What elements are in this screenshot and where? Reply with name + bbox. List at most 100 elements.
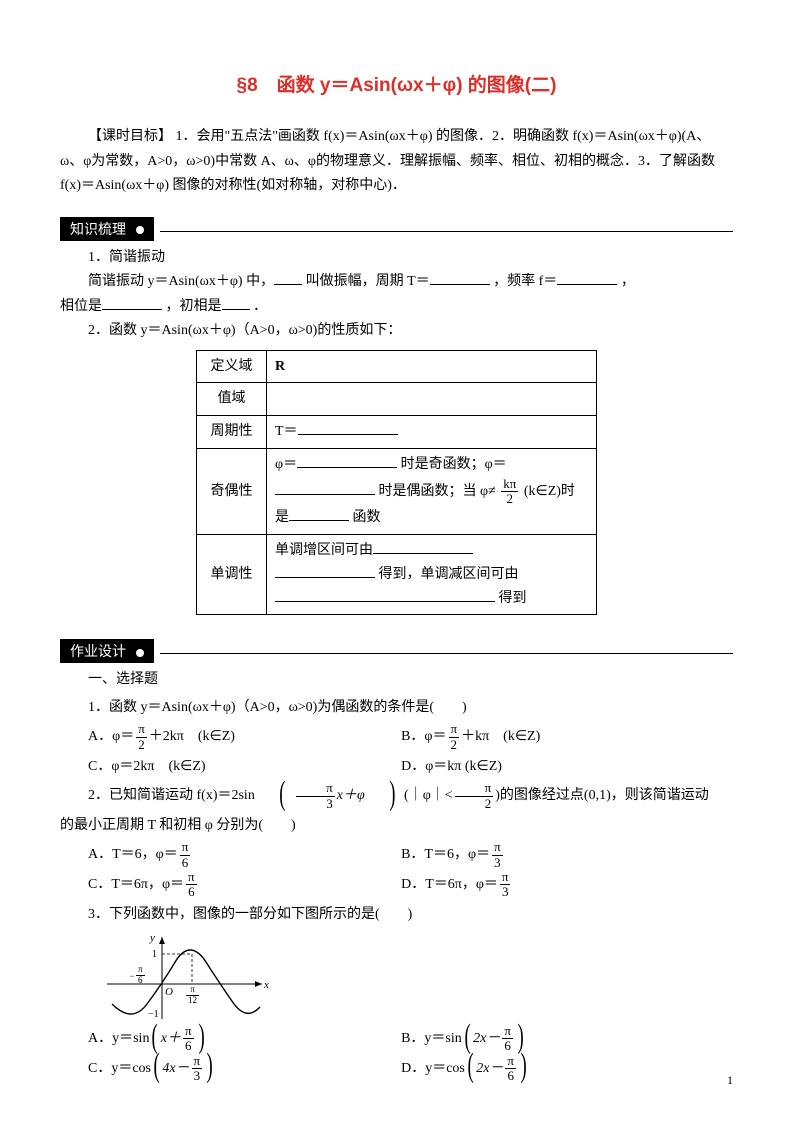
n: π: [502, 1024, 513, 1039]
q2-optB: B．T＝6，φ＝π3: [401, 840, 711, 870]
inner: 2x－: [476, 1061, 503, 1076]
k1-f: ，初相是: [166, 299, 222, 314]
d: 6: [502, 1039, 513, 1053]
t: B．T＝6，φ＝: [401, 847, 490, 862]
frac: π3: [490, 840, 505, 870]
d: 3: [296, 797, 335, 811]
cell-mono-label: 单调性: [197, 535, 267, 615]
k1-a: 简谐振动 y＝Asin(ωx＋φ) 中，: [88, 274, 274, 289]
q3-options: A．y＝sin(x＋π6) B．y＝sin(2x－π6) C．y＝cos(4x－…: [60, 1024, 733, 1083]
inner: x＋: [161, 1031, 181, 1046]
sine-graph: x y O 1 −1 − π6 π12: [102, 929, 272, 1024]
t: B．y＝sin: [401, 1031, 462, 1046]
section-tag-label: 作业设计: [70, 643, 126, 659]
cell-range-label: 值域: [197, 383, 267, 416]
q2-optC: C．T＝6π，φ＝π6: [88, 870, 398, 900]
q1B-pre: B．φ＝: [401, 729, 446, 744]
properties-table: 定义域 R 值域 周期性 T＝ 奇偶性 φ＝ 时是奇函数；φ＝ 时是偶函数；当: [196, 350, 597, 616]
q3-optD: D．y＝cos(2x－π6): [401, 1054, 711, 1084]
q1-options: A．φ＝π2＋2kπ (k∈Z) B．φ＝π2＋kπ (k∈Z) C．φ＝2kπ…: [60, 722, 733, 781]
d: 6: [186, 885, 197, 899]
n: π: [136, 722, 147, 737]
table-row: 值域: [197, 383, 597, 416]
blank-period: [430, 271, 490, 285]
inner: 2x－: [473, 1031, 500, 1046]
section-rule-2: [160, 653, 733, 654]
k2-title: 2．函数 y＝Asin(ωx＋φ)（A>0，ω>0)的性质如下：: [60, 319, 733, 344]
parity-c: 时是偶函数；当 φ≠: [379, 484, 496, 499]
d: 2: [455, 797, 494, 811]
mono-b: 得到，单调减区间可由: [379, 567, 519, 582]
table-row: 单调性 单调增区间可由 得到，单调减区间可由 得到: [197, 535, 597, 615]
q3-graph-wrap: x y O 1 −1 − π6 π12: [60, 929, 733, 1024]
k1-line2: 相位是 ，初相是 ．: [60, 295, 733, 320]
frac: π2: [453, 781, 496, 811]
n: π: [500, 870, 511, 885]
q2-options: A．T＝6，φ＝π6 B．T＝6，φ＝π3 C．T＝6π，φ＝π6 D．T＝6π…: [60, 840, 733, 899]
n: π: [492, 840, 503, 855]
domain-R: R: [275, 359, 285, 374]
d: 6: [505, 1069, 516, 1083]
q1-optD: D．φ＝kπ (k∈Z): [401, 752, 711, 781]
n: π: [183, 1024, 194, 1039]
k1-line: 简谐振动 y＝Asin(ωx＋φ) 中， 叫做振幅，周期 T＝ ，频率 f＝ ，: [60, 270, 733, 295]
q1A-post: ＋2kπ (k∈Z): [149, 729, 235, 744]
table-row: 奇偶性 φ＝ 时是奇函数；φ＝ 时是偶函数；当 φ≠ kπ2 (k∈Z)时 是 …: [197, 448, 597, 534]
q2-inner: x＋φ: [337, 788, 365, 803]
svg-text:1: 1: [152, 949, 157, 960]
d: 3: [192, 1069, 203, 1083]
t: A．T＝6，φ＝: [88, 847, 178, 862]
frac: π6: [503, 1054, 518, 1084]
q3-optC: C．y＝cos(4x－π3): [88, 1054, 398, 1084]
blank-odd: [297, 454, 397, 468]
frac: π3: [294, 781, 337, 811]
d: 6: [183, 1039, 194, 1053]
objective-paragraph: 【课时目标】 1．会用"五点法"画函数 f(x)＝Asin(ωx＋φ) 的图像．…: [60, 123, 733, 199]
q2-optA: A．T＝6，φ＝π6: [88, 840, 398, 870]
n: π: [455, 781, 494, 796]
q1B-post: ＋kπ (k∈Z): [461, 729, 540, 744]
period-pre: T＝: [275, 424, 298, 439]
cell-parity-val: φ＝ 时是奇函数；φ＝ 时是偶函数；当 φ≠ kπ2 (k∈Z)时 是 函数: [267, 448, 597, 534]
blank-mono2: [275, 564, 375, 578]
q2-pre: 2．已知简谐运动 f(x)＝2sin: [88, 788, 255, 803]
q2-optD: D．T＝6π，φ＝π3: [401, 870, 711, 900]
n: π: [192, 1054, 203, 1069]
q2-stem2: 的最小正周期 T 和初相 φ 分别为( ): [60, 811, 733, 840]
k1-g: ．: [253, 299, 267, 314]
d: 3: [492, 856, 503, 870]
blank-mono3: [275, 588, 495, 602]
frac: π2: [134, 722, 149, 752]
parity-e: 是: [275, 510, 289, 525]
n: π: [186, 870, 197, 885]
cell-mono-val: 单调增区间可由 得到，单调减区间可由 得到: [267, 535, 597, 615]
k1-e: 相位是: [60, 299, 102, 314]
t: D．y＝cos: [401, 1061, 465, 1076]
d: 2: [449, 738, 460, 752]
parity-a: φ＝: [275, 457, 297, 472]
q2-post: )的图像经过点(0,1)，则该简谐运动: [495, 788, 709, 803]
title-text: §8 函数 y＝Asin(ωx＋φ) 的图像(二): [237, 75, 557, 96]
blank-mono1: [373, 540, 473, 554]
t: C．T＝6π，φ＝: [88, 877, 184, 892]
blank-even: [275, 481, 375, 495]
frac: π6: [178, 840, 193, 870]
blank-amplitude: [274, 271, 302, 285]
mono-c: 得到: [499, 591, 527, 606]
q2-mid: (｜φ｜<: [404, 788, 453, 803]
frac: π6: [500, 1024, 515, 1054]
cell-period-val: T＝: [267, 416, 597, 449]
q1-optB: B．φ＝π2＋kπ (k∈Z): [401, 722, 711, 752]
frac: π3: [498, 870, 513, 900]
blank-freq: [557, 271, 617, 285]
blank-phase: [102, 296, 162, 310]
k1-title: 1．简谐振动: [60, 246, 733, 271]
n: π: [296, 781, 335, 796]
section-rule: [160, 231, 733, 232]
blank-initphase: [222, 296, 250, 310]
parity-d: (k∈Z)时: [524, 484, 575, 499]
svg-text:y: y: [149, 932, 155, 944]
frac-kpi2: kπ2: [499, 477, 520, 507]
cell-range-val: [267, 383, 597, 416]
q1-optC: C．φ＝2kπ (k∈Z): [88, 752, 398, 781]
